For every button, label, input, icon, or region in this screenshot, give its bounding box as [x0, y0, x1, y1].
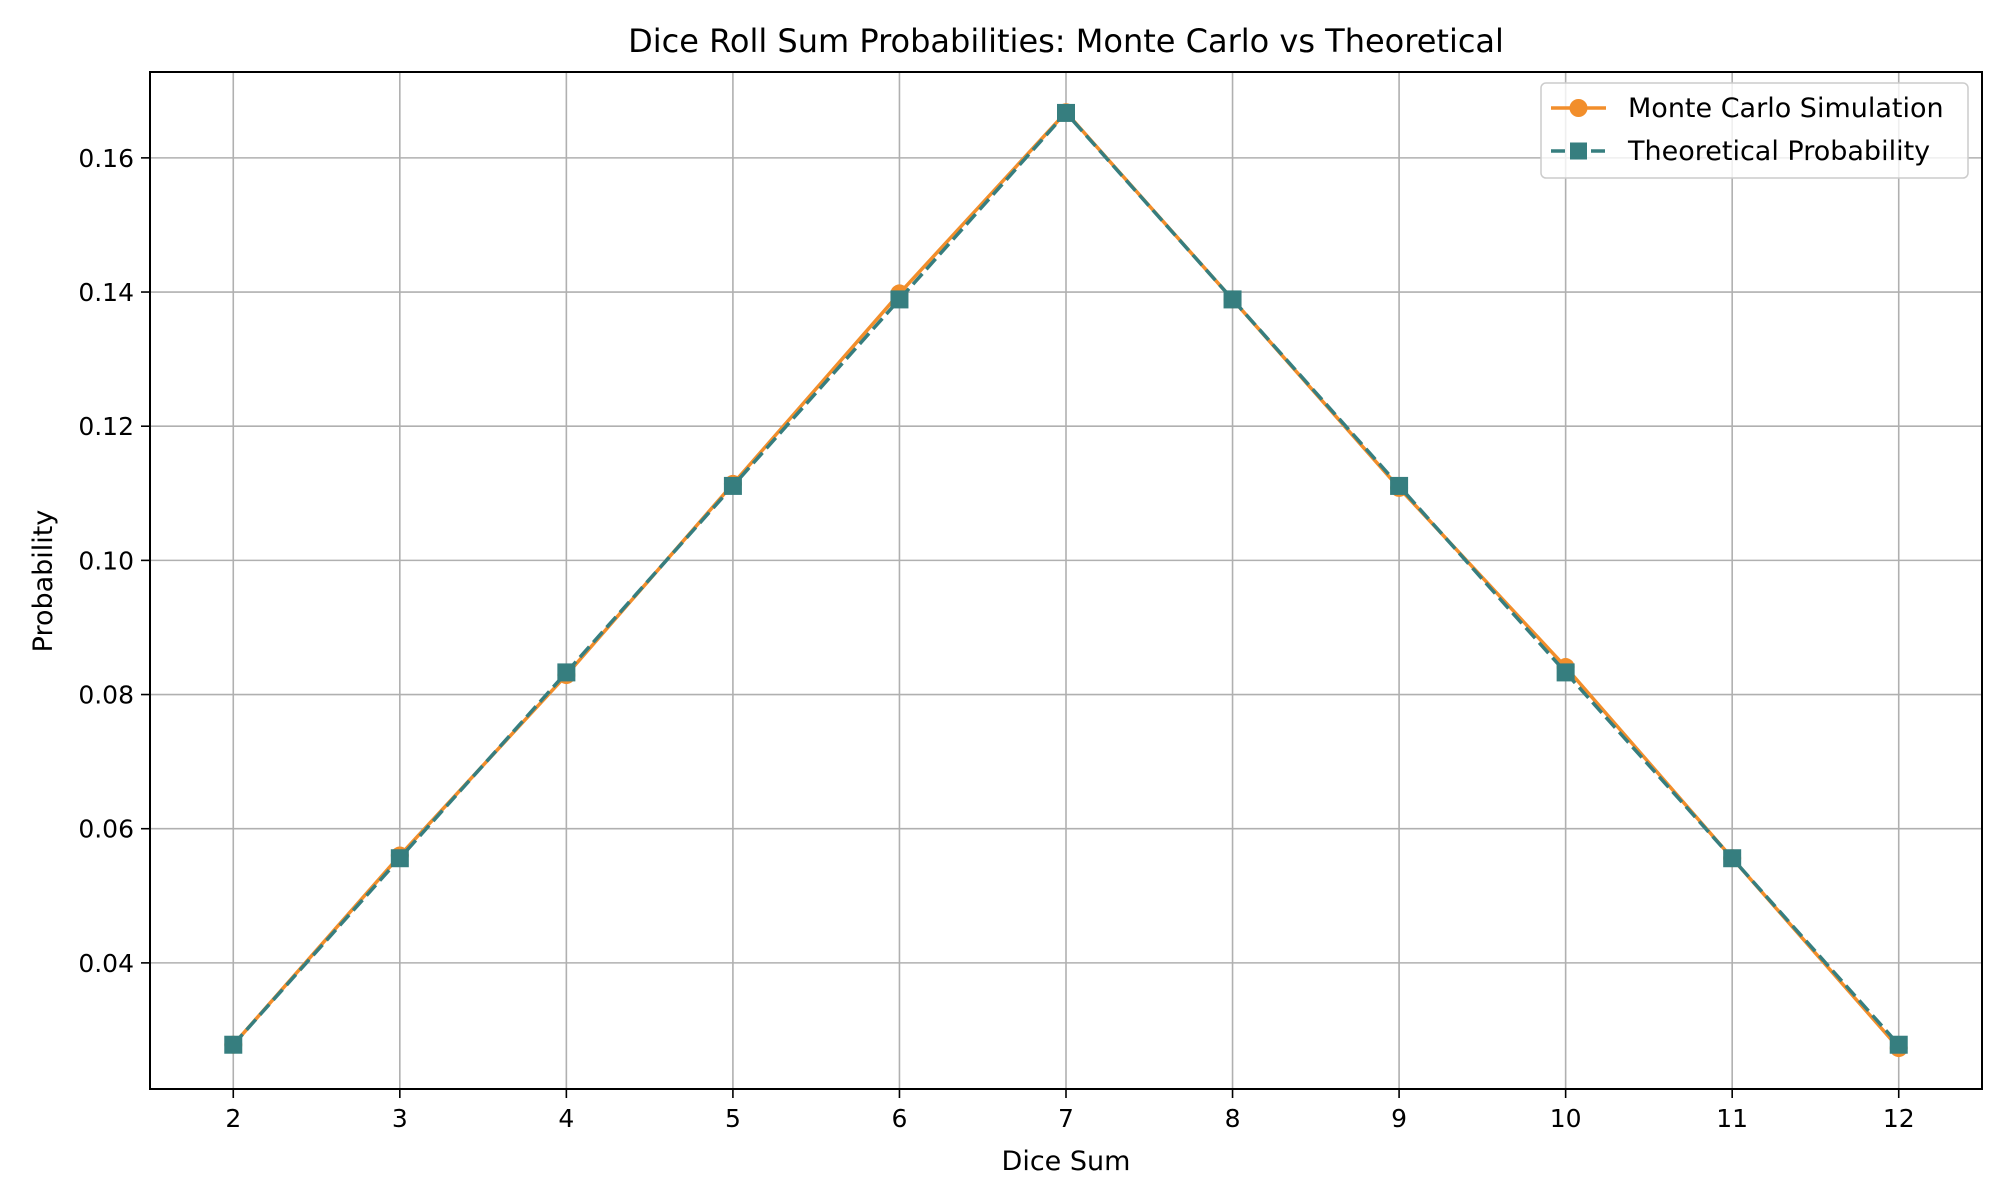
data-point-theoretical	[224, 1035, 243, 1054]
legend-item-theoretical: Theoretical Probability	[1551, 136, 1930, 167]
x-tick-label: 11	[1716, 1104, 1748, 1133]
x-tick-label: 10	[1550, 1104, 1582, 1133]
x-tick-label: 6	[892, 1104, 908, 1133]
series-theoretical	[224, 103, 1908, 1054]
y-axis-title: Probability	[28, 510, 59, 653]
data-point-theoretical	[557, 663, 576, 682]
y-tick-label: 0.04	[78, 949, 134, 978]
data-point-theoretical	[1889, 1035, 1908, 1054]
x-tick-label: 8	[1225, 1104, 1241, 1133]
chart-title: Dice Roll Sum Probabilities: Monte Carlo…	[628, 22, 1504, 60]
data-point-theoretical	[1723, 849, 1742, 868]
legend-marker-theoretical	[1570, 142, 1587, 160]
legend-item-monte-carlo: Monte Carlo Simulation	[1551, 93, 1944, 124]
tick-layer: 2 3 4 5 6 7 8 9 10 11 12 0.04 0.06 0.08 0.10 0.12 0.14 0.…	[78, 144, 1914, 1133]
data-point-theoretical	[1223, 290, 1242, 309]
data-point-theoretical	[1390, 476, 1409, 495]
legend-label-monte-carlo: Monte Carlo Simulation	[1628, 93, 1944, 124]
data-point-theoretical	[890, 290, 909, 309]
y-tick-label: 0.16	[78, 144, 134, 173]
x-tick-label: 9	[1391, 1104, 1407, 1133]
x-tick-label: 5	[725, 1104, 741, 1133]
data-point-theoretical	[723, 476, 742, 495]
legend: Monte Carlo Simulation Theoretical Proba…	[1540, 82, 1969, 179]
x-tick-label: 3	[392, 1104, 408, 1133]
y-tick-label: 0.08	[78, 681, 134, 710]
y-tick-label: 0.10	[78, 546, 134, 575]
plot-area: 2 3 4 5 6 7 8 9 10 11 12 0.04 0.06 0.08 0.10 0.12 0.14 0.…	[78, 71, 1983, 1133]
x-tick-label: 4	[558, 1104, 574, 1133]
x-tick-label: 7	[1058, 1104, 1074, 1133]
grid-layer	[150, 72, 1982, 1089]
legend-label-theoretical: Theoretical Probability	[1627, 136, 1930, 167]
y-tick-label: 0.14	[78, 278, 134, 307]
y-tick-label: 0.06	[78, 815, 134, 844]
legend-box	[1540, 82, 1969, 179]
x-axis-title: Dice Sum	[1002, 1146, 1131, 1177]
data-point-theoretical	[390, 849, 409, 868]
x-tick-label: 2	[225, 1104, 241, 1133]
x-tick-label: 12	[1883, 1104, 1915, 1133]
y-tick-label: 0.12	[78, 412, 134, 441]
legend-marker-monte-carlo	[1569, 99, 1588, 117]
series-layer	[224, 103, 1908, 1058]
data-point-theoretical	[1057, 103, 1075, 122]
data-point-theoretical	[1556, 663, 1575, 682]
